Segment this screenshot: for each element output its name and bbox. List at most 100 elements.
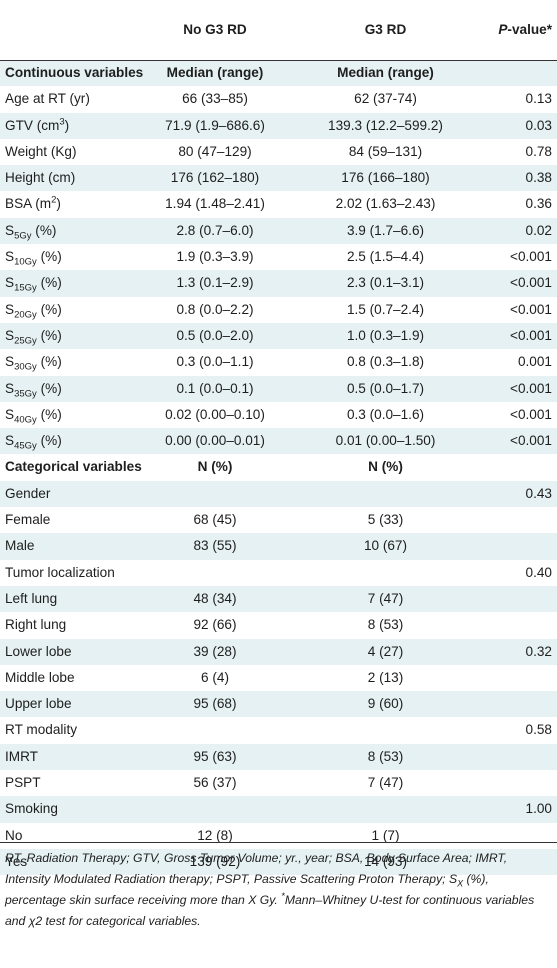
table-row: S20Gy (%) 0.8 (0.0–2.2) 1.5 (0.7–2.4) <0.00… [0, 297, 557, 323]
table-row: Left lung 48 (34) 7 (47) [0, 585, 557, 613]
g3-rd-value: 0.5 (0.0–1.7) [346, 380, 425, 396]
no-g3-rd-value: 176 (162–180) [170, 170, 260, 186]
g3-rd-value: 1.5 (0.7–2.4) [346, 301, 425, 317]
table-row: Middle lobe 6 (4) 2 (13) [0, 665, 557, 691]
g3-rd-value: 2 (13) [367, 669, 404, 685]
p-value: 0.001 [517, 354, 552, 370]
g3-rd-value: 176 (166–180) [341, 170, 430, 186]
no-g3-rd-value: 0.3 (0.0–1.1) [176, 354, 254, 370]
p-value: <0.001 [510, 301, 552, 317]
table-row: RT modality 0.58 [0, 717, 557, 743]
table-row: S15Gy (%) 1.3 (0.1–2.9) 2.3 (0.1–3.1) <0.00… [0, 270, 557, 297]
table-row: Gender 0.43 [0, 480, 557, 508]
no-g3-rd-value: 139 (92) [189, 853, 241, 869]
table-row: Weight (Kg) 80 (47–129) 84 (59–131) 0.78 [0, 139, 557, 165]
row-label: Tumor localization [5, 564, 115, 580]
p-value: <0.001 [510, 249, 552, 265]
no-g3-rd-value: 39 (28) [193, 643, 237, 659]
row-label: Upper lobe [5, 696, 72, 712]
bottom-rule [0, 842, 557, 843]
no-g3-rd-value: 66 (33–85) [182, 91, 248, 107]
table-row: Lower lobe 39 (28) 4 (27) 0.32 [0, 638, 557, 665]
header-p-value: P-value* [498, 22, 552, 37]
no-g3-rd-value: 71.9 (1.9–686.6) [165, 117, 265, 133]
row-label: PSPT [5, 775, 41, 791]
table-row: Age at RT (yr) 66 (33–85) 62 (37-74) 0.13 [0, 86, 557, 112]
no-g3-rd-value: 0.1 (0.0–0.1) [176, 380, 254, 396]
row-label: S20Gy (%) [5, 301, 62, 321]
g3-rd-value: 8 (53) [367, 617, 404, 633]
table-footnote: RT, Radiation Therapy; GTV, Gross Tumor … [5, 851, 535, 928]
p-value: <0.001 [510, 380, 552, 396]
p-value [475, 691, 552, 717]
row-label: Height (cm) [5, 170, 76, 186]
g3-rd-value [308, 481, 463, 507]
table-row: S35Gy (%) 0.1 (0.0–0.1) 0.5 (0.0–1.7) <0.00… [0, 375, 557, 402]
section-header-row: Continuous variables Median (range) Median… [0, 60, 557, 87]
no-g3-rd-value: 92 (66) [193, 617, 237, 633]
table-row: BSA (m2) 1.94 (1.48–2.41) 2.02 (1.63–2.43)… [0, 191, 557, 217]
table-row: No 12 (8) 1 (7) [0, 823, 557, 849]
g3-rd-value: 1 (7) [371, 827, 400, 843]
g3-rd-value: 5 (33) [367, 512, 404, 528]
row-label: S40Gy (%) [5, 406, 62, 426]
p-value [475, 665, 552, 691]
table-row: S40Gy (%) 0.02 (0.00–0.10) 0.3 (0.0–1.6) <0… [0, 402, 557, 428]
p-value: <0.001 [510, 275, 552, 291]
g3-rd-value: 0.8 (0.3–1.8) [346, 354, 425, 370]
table-row: S25Gy (%) 0.5 (0.0–2.0) 1.0 (0.3–1.9) <0.00… [0, 322, 557, 350]
table-row: Smoking 1.00 [0, 796, 557, 823]
row-label: IMRT [5, 748, 38, 764]
no-g3-rd-value: 95 (68) [193, 696, 237, 712]
g3-rd-value: 2.3 (0.1–3.1) [346, 275, 425, 291]
no-g3-rd-value: 0.8 (0.0–2.2) [176, 301, 254, 317]
row-label: S25Gy (%) [5, 327, 62, 347]
p-value: <0.001 [510, 327, 552, 343]
p-value: 0.40 [525, 564, 552, 580]
g3-rd-value: 62 (37-74) [354, 91, 417, 107]
g3-rd-value: 9 (60) [367, 696, 404, 712]
row-label: S30Gy (%) [5, 354, 62, 373]
g3-rd-value: 139.3 (12.2–599.2) [328, 117, 443, 133]
table-row: GTV (cm3) 71.9 (1.9–686.6) 139.3 (12.2–599… [0, 112, 557, 139]
g3-rd-value: 2.02 (1.63–2.43) [335, 196, 436, 212]
no-g3-rd-value [147, 717, 283, 743]
results-table: No G3 RD G3 RD P-value* Continuous varia… [0, 22, 557, 876]
no-g3-rd-value: 12 (8) [197, 827, 233, 843]
no-g3-rd-value: 80 (47–129) [178, 143, 252, 159]
header-g3-rd: G3 RD [364, 22, 407, 37]
table-row: S5Gy (%) 2.8 (0.7–6.0) 3.9 (1.7–6.6) 0.02 [0, 217, 557, 245]
table-row: Tumor localization 0.40 [0, 560, 557, 586]
table-row: Right lung 92 (66) 8 (53) [0, 612, 557, 638]
row-label: Gender [5, 485, 51, 501]
section-header-row: Categorical variables N (%) N (%) [0, 454, 557, 480]
no-g3-rd-value: 2.8 (0.7–6.0) [176, 222, 254, 238]
no-g3-rd-value: 68 (45) [193, 512, 237, 528]
row-label: RT modality [5, 722, 78, 738]
row-label: S35Gy (%) [5, 380, 62, 400]
row-label: Continuous variables [5, 65, 144, 80]
table-row: S30Gy (%) 0.3 (0.0–1.1) 0.8 (0.3–1.8) 0.001 [0, 349, 557, 375]
p-value [475, 454, 552, 480]
table-row: Height (cm) 176 (162–180) 176 (166–180) 0.3… [0, 165, 557, 192]
no-g3-rd-value: 0.00 (0.00–0.01) [165, 433, 265, 449]
p-value [475, 60, 552, 86]
p-value: 0.58 [525, 722, 552, 738]
g3-rd-value: 2.5 (1.5–4.4) [346, 249, 425, 265]
table-body: Continuous variables Median (range) Median… [0, 60, 557, 876]
no-g3-rd-value: 6 (4) [201, 669, 229, 685]
header-no-g3-rd: No G3 RD [183, 22, 247, 37]
no-g3-rd-value: 0.02 (0.00–0.10) [165, 406, 265, 422]
p-value: <0.001 [510, 433, 552, 449]
g3-rd-value: N (%) [368, 459, 403, 475]
p-value [475, 823, 552, 849]
p-value [475, 612, 552, 638]
row-label: BSA (m2) [5, 194, 61, 212]
row-label: Male [5, 538, 35, 554]
row-label: Yes [5, 853, 28, 869]
p-value: <0.001 [510, 406, 552, 422]
row-label: S5Gy (%) [5, 222, 57, 242]
no-g3-rd-value: 1.94 (1.48–2.41) [165, 196, 265, 212]
row-label: Age at RT (yr) [5, 91, 90, 107]
g3-rd-value: 84 (59–131) [348, 143, 423, 159]
